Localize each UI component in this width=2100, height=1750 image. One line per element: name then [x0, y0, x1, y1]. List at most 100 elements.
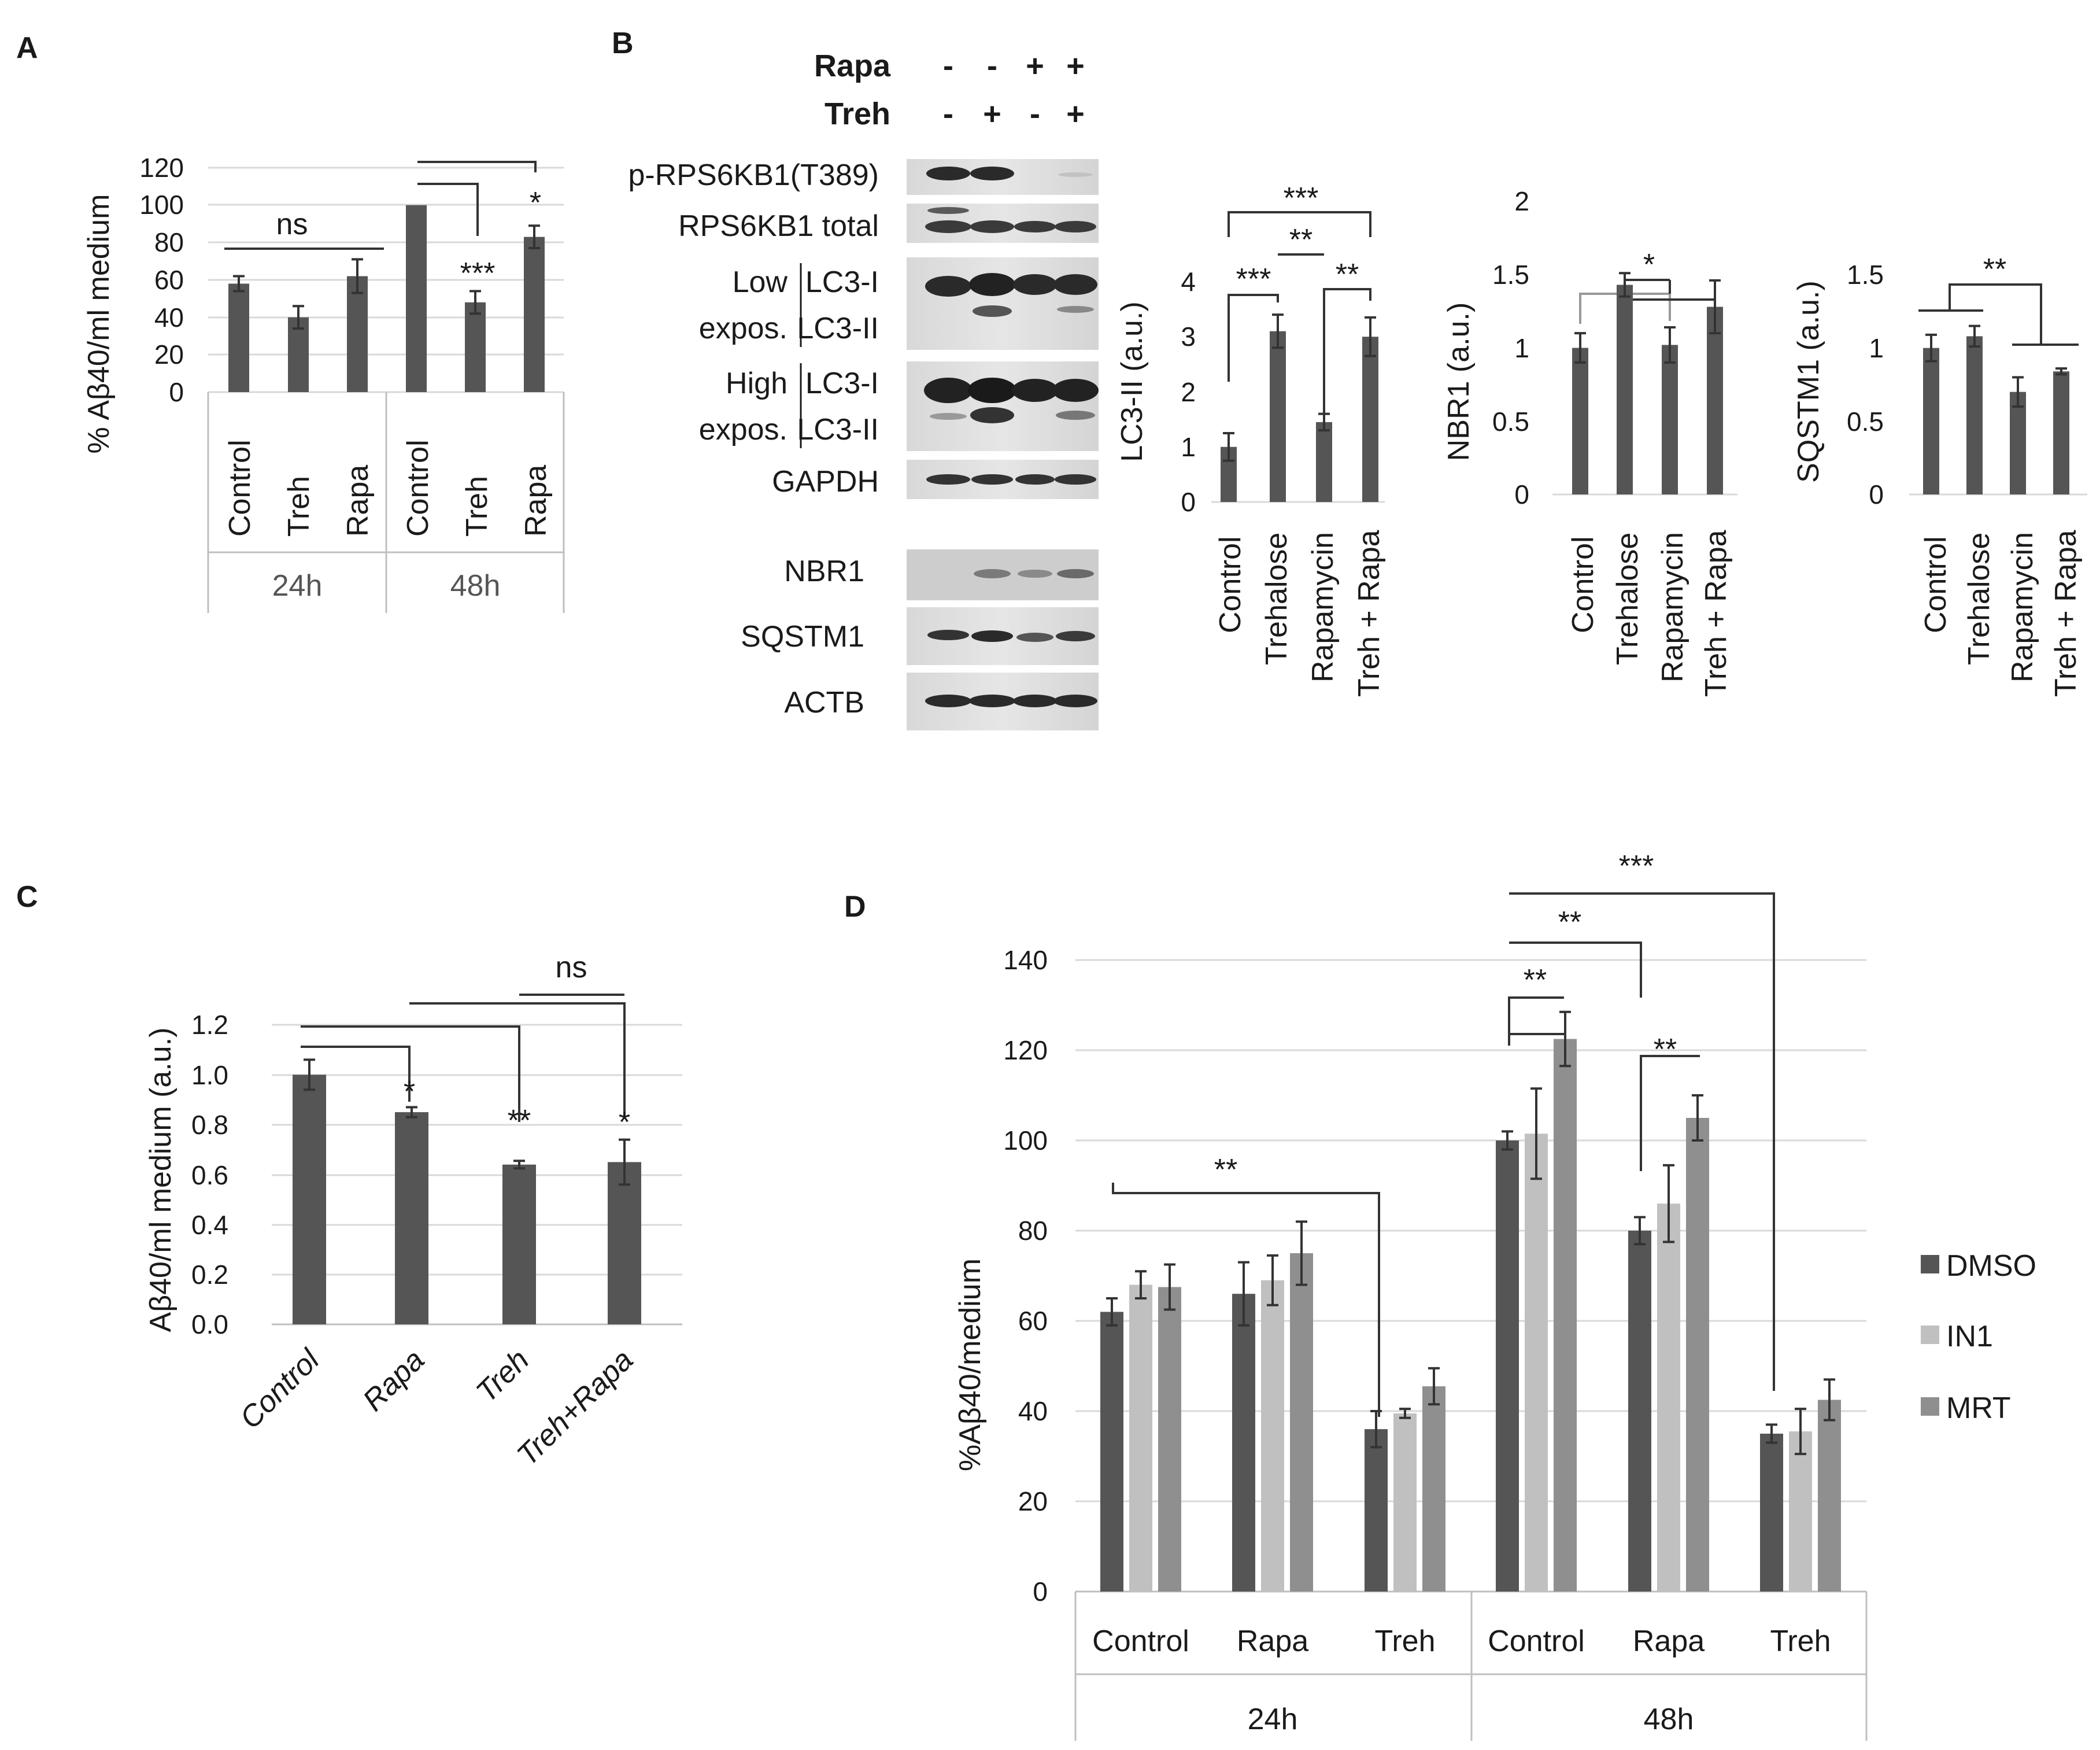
bar — [1662, 345, 1678, 494]
blot-band — [1057, 306, 1094, 313]
blot-row-label: expos. — [699, 312, 788, 345]
panel-b-nbr1-ytick: 0 — [1514, 479, 1529, 510]
panel-b-lc3-cat: Rapamycin — [1306, 532, 1340, 682]
blot-band — [1057, 569, 1094, 578]
panel-b-lc3-bracket — [1228, 211, 1371, 237]
panel-b-sqstm1-cat: Control — [1919, 536, 1953, 633]
panel-b-lc3-cat: Treh + Rapa — [1352, 530, 1386, 697]
panel-d-group: 48h — [1644, 1703, 1694, 1736]
bar — [1525, 1134, 1548, 1592]
bar — [2053, 371, 2069, 494]
panel-b-lc3-sig: *** — [1284, 182, 1319, 215]
bar — [2010, 392, 2026, 494]
panel-b-nbr1-cat: Trehalose — [1611, 533, 1644, 665]
blot-treh-sign: + — [983, 97, 1001, 131]
bar — [502, 1164, 536, 1324]
bar — [1270, 331, 1286, 502]
legend-swatch-in1 — [1921, 1326, 1939, 1344]
blot-row-label: Low — [733, 265, 788, 299]
blot-band — [1016, 633, 1053, 642]
blot-treh-label: Treh — [825, 97, 890, 131]
blot-band — [1014, 221, 1056, 232]
panel-d-letter: D — [844, 890, 866, 924]
bar — [1261, 1280, 1284, 1592]
panel-d-sig: ** — [1558, 906, 1581, 939]
panel-c-cat: Rapa — [357, 1343, 431, 1417]
panel-a-group: 24h — [272, 569, 323, 603]
panel-b-lc3-ytick: 0 — [1181, 487, 1196, 517]
panel-d-cat: Control — [1488, 1625, 1585, 1658]
blot-row-label: ACTB — [784, 686, 864, 719]
panel-a-cat: Control — [401, 440, 435, 537]
bar — [1657, 1203, 1680, 1592]
panel-c-bracket — [301, 1046, 411, 1102]
bar — [1617, 285, 1633, 494]
panel-b-lc3-ytick: 3 — [1181, 322, 1196, 352]
panel-b-letter: B — [612, 27, 634, 60]
bar — [1760, 1434, 1783, 1592]
panel-c-chart: Aβ40/ml medium (a.u.) 0.0 0.2 0.4 0.6 0.… — [144, 951, 682, 1472]
panel-d-bracket — [1508, 996, 1564, 1012]
panel-a-ytick: 40 — [154, 302, 184, 333]
legend-label-mrt: MRT — [1946, 1391, 2011, 1425]
blot-rapa-label: Rapa — [814, 49, 891, 83]
bar — [1923, 348, 1939, 494]
panel-d-bracket — [1640, 1055, 1700, 1171]
blot-band — [927, 207, 969, 214]
bar — [1572, 348, 1588, 494]
panel-b-lc3-cat: Trehalose — [1260, 533, 1293, 665]
blot-row-label: LC3-II — [797, 413, 879, 446]
blot-row-label: SQSTM1 — [741, 620, 864, 654]
blot-band — [1053, 274, 1097, 295]
blot-band — [1058, 172, 1093, 177]
blot-band — [930, 413, 967, 420]
panel-d-sig: ** — [1654, 1033, 1677, 1066]
bar — [1554, 1039, 1577, 1592]
panel-a-ytick: 100 — [139, 190, 184, 220]
blot-treh-sign: + — [1066, 97, 1085, 131]
blot-band — [1056, 631, 1095, 641]
panel-d-ytick: 20 — [1018, 1486, 1048, 1516]
panel-b-nbr1-cat: Treh + Rapa — [1699, 530, 1733, 697]
bar — [228, 283, 249, 392]
panel-d-cat: Control — [1092, 1625, 1189, 1658]
panel-d-sig: ** — [1214, 1153, 1237, 1187]
bar — [1393, 1413, 1417, 1592]
panel-c-letter: C — [16, 880, 38, 914]
panel-b-nbr1-ytick: 1 — [1514, 333, 1529, 363]
blot-band — [970, 220, 1014, 233]
panel-a-cat: Treh — [460, 476, 494, 537]
bar — [608, 1162, 641, 1324]
panel-b-sqstm1-cat: Rapamycin — [2006, 532, 2039, 682]
panel-b-lc3-sig: *** — [1236, 263, 1271, 296]
blot-treh-sign: - — [943, 97, 953, 131]
bar — [1496, 1140, 1519, 1592]
bar — [1365, 1429, 1388, 1592]
panel-b-sqstm1-ytick: 1 — [1869, 333, 1884, 363]
panel-c-ylabel: Aβ40/ml medium (a.u.) — [144, 1028, 178, 1332]
panel-b-nbr1-cat: Rapamycin — [1656, 532, 1689, 682]
panel-c-ytick: 1.0 — [191, 1060, 228, 1090]
blot-band — [970, 407, 1014, 423]
panel-b-nbr1-ytick: 0.5 — [1492, 407, 1529, 437]
legend-label-dmso: DMSO — [1946, 1249, 2036, 1283]
panel-b-lc3-chart: LC3-II (a.u.) 0 1 2 3 4 Control Trehalos… — [1115, 182, 1386, 697]
bar — [395, 1112, 428, 1324]
panel-a-cat: Control — [223, 440, 257, 537]
blot-treh-sign: - — [1030, 97, 1040, 131]
blot-band — [1013, 695, 1057, 707]
panel-b-sqstm1-bracket — [1949, 283, 2042, 345]
panel-d-cat: Treh — [1375, 1625, 1436, 1658]
panel-d-ytick: 80 — [1018, 1216, 1048, 1246]
panel-b-nbr1-cat: Control — [1566, 536, 1600, 633]
panel-c-ytick: 1.2 — [191, 1010, 228, 1040]
panel-b-sqstm1-cat: Treh + Rapa — [2049, 530, 2083, 697]
panel-a-cat: Rapa — [341, 465, 375, 537]
panel-b-nbr1-chart: NBR1 (a.u.) 0 0.5 1 1.5 2 Control Trehal… — [1442, 186, 1737, 697]
panel-b-nbr1-sig: * — [1643, 248, 1655, 282]
panel-d-ytick: 40 — [1018, 1396, 1048, 1426]
panel-d-ylabel: %Aβ40/medium — [953, 1258, 987, 1471]
blot-row-label: expos. — [699, 413, 788, 446]
blot-band — [968, 378, 1016, 403]
bar — [1290, 1253, 1313, 1592]
